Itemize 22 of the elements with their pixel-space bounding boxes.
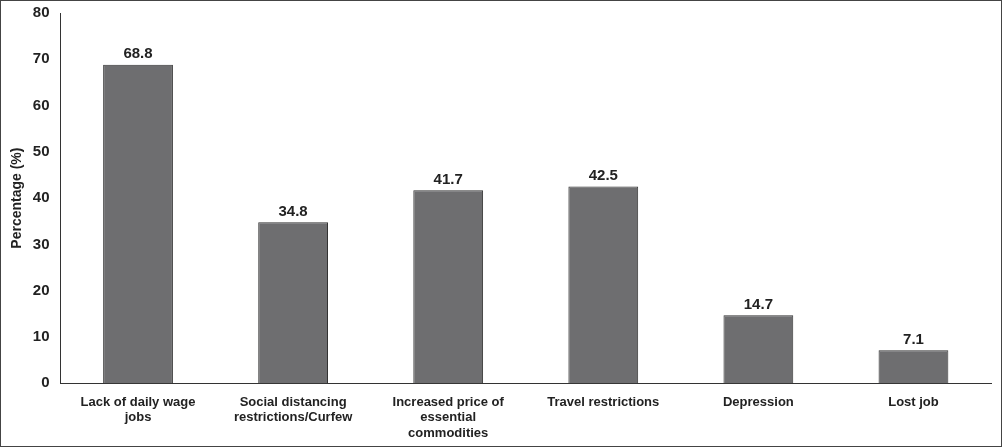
data-label: 68.8 [123,44,153,62]
y-tick-label: 60 [32,95,50,113]
data-label: 7.1 [903,329,924,347]
y-tick-label: 80 [32,3,50,21]
data-label: 41.7 [433,169,463,187]
x-tick-label: Increased price of essential commodities [392,393,505,440]
y-tick-label: 10 [32,327,50,345]
y-tick-label: 20 [32,280,50,298]
x-tick-label: Lack of daily wage jobs [80,393,196,425]
data-label: 14.7 [743,294,773,312]
y-tick-label: 70 [32,49,50,67]
x-tick-label: Social distancing restrictions/Curfew [233,393,354,425]
x-tick-label: Lost job [888,393,939,409]
y-tick-label: 0 [41,373,50,391]
y-tick-label: 40 [32,188,50,206]
x-tick-label: Depression [722,393,794,409]
data-label: 42.5 [588,166,618,184]
x-tick-label: Travel restrictions [547,393,660,409]
y-axis-title: Percentage (%) [8,147,25,249]
y-tick-label: 50 [32,141,50,159]
data-label: 34.8 [278,201,308,219]
y-tick-label: 30 [32,234,50,252]
